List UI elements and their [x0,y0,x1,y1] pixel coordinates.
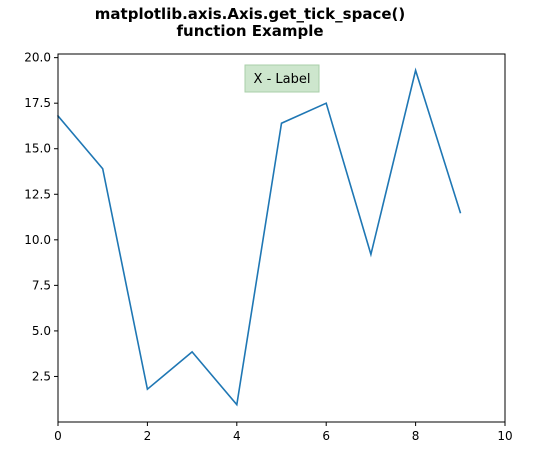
y-tick-label: 20.0 [24,51,51,65]
series-line [56,67,462,407]
y-tick-label: 10.0 [24,233,51,247]
y-tick-label: 2.5 [32,369,51,383]
chart-title-line-2: function Example [176,22,323,40]
chart-title-line-1: matplotlib.axis.Axis.get_tick_space() [95,5,405,23]
x-tick-label: 0 [54,429,62,443]
y-tick-label: 7.5 [32,278,51,292]
x-tick-label: 6 [322,429,330,443]
annotation-box: X - Label [244,64,320,93]
plot-frame [57,53,506,423]
y-tick-label: 17.5 [24,96,51,110]
y-tick-label: 12.5 [24,187,51,201]
annotation-background [244,64,320,93]
axis-ticks: 0 2 4 6 8 10 2.5 5.0 7.5 10.0 12.5 15.0 17.5 20.0 [24,51,512,443]
x-tick-label: 2 [144,429,152,443]
y-tick-label: 15.0 [24,142,51,156]
x-tick-label: 4 [233,429,241,443]
x-tick-label: 8 [412,429,420,443]
series-lines [56,67,462,407]
x-tick-label: 10 [497,429,512,443]
annotation-text: X - Label [254,72,311,87]
y-tick-label: 5.0 [32,324,51,338]
